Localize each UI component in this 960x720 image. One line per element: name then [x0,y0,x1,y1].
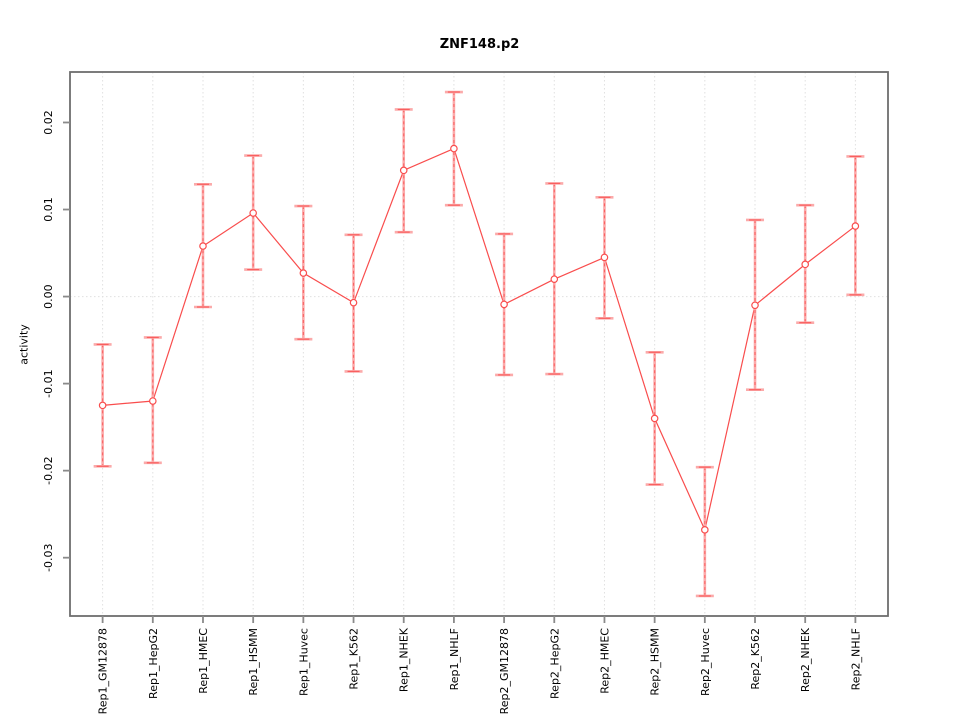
data-point [500,300,508,309]
data-point [299,269,308,277]
x-tick-label: Rep2_HepG2 [548,628,561,699]
data-point [349,298,358,307]
y-tick-label: 0.01 [42,197,55,222]
x-tick-label: Rep2_NHLF [849,628,862,690]
x-tick-label: Rep2_GM12878 [498,628,511,714]
x-tick-label: Rep2_NHEK [799,627,812,692]
data-point [701,526,709,534]
x-tick-label: Rep1_GM12878 [97,628,110,714]
x-tick-label: Rep1_HepG2 [147,628,160,699]
x-tick-label: Rep1_NHLF [448,628,461,690]
y-tick-label: -0.02 [42,456,55,484]
x-tick-label: Rep2_HSMM [649,628,662,696]
data-point [650,414,659,423]
data-point [600,253,609,262]
x-tick-label: Rep1_HMEC [197,628,210,694]
y-tick-label: 0.00 [42,284,55,309]
data-point [450,144,458,153]
data-point [149,397,157,405]
series-line [102,147,856,532]
data-point [249,209,257,217]
chart-title: ZNF148.p2 [439,37,520,52]
data-point [98,401,107,410]
plot-border [69,71,889,617]
y-tick-label: -0.01 [42,369,55,397]
data-point [801,260,809,269]
data-point [851,222,860,230]
data-point [199,242,207,250]
x-tick-label: Rep2_K562 [749,628,762,690]
x-tick-label: Rep2_HMEC [598,628,611,694]
y-tick-label: 0.02 [42,110,55,135]
x-tick-label: Rep1_Huvec [297,628,310,696]
y-tick-label: -0.03 [42,543,55,571]
data-point [550,275,559,283]
x-tick-label: Rep2_Huvec [699,628,712,696]
x-tick-label: Rep1_HSMM [247,628,260,696]
data-point [751,301,759,310]
x-tick-label: Rep1_NHEK [398,627,411,692]
x-tick-label: Rep1_K562 [348,628,361,690]
data-point [399,166,408,175]
